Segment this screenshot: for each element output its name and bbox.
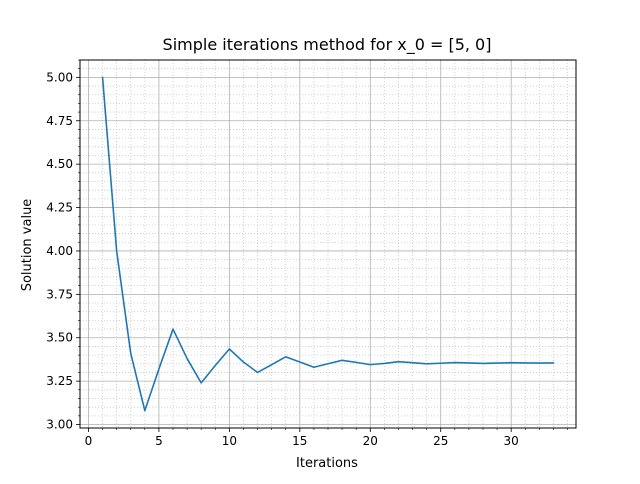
y-axis-label: Solution value [20,199,35,292]
x-tick-label: 25 [433,434,448,448]
x-tick-label: 0 [85,434,93,448]
y-tick-label: 3.75 [46,287,73,301]
series-line [101,76,555,412]
y-tick-label: 4.50 [46,157,73,171]
y-tick-label: 3.50 [46,331,73,345]
x-tick-label: 30 [504,434,519,448]
x-tick-label: 20 [363,434,378,448]
y-axis: 3.00 3.25 3.50 3.75 4.00 4.25 4.50 4.75 5.00 [46,59,80,432]
series-layer [101,76,555,412]
x-tick-label: 15 [292,434,307,448]
y-tick-label: 5.00 [46,70,73,84]
x-axis-label: Iterations [296,456,358,471]
x-axis: 0 5 10 15 20 25 30 [85,428,568,448]
x-tick-label: 5 [155,434,163,448]
chart-title: Simple iterations method for x_0 = [5, 0… [163,35,492,55]
y-tick-label: 4.25 [46,201,73,215]
major-grid [80,60,576,428]
y-tick-label: 4.75 [46,114,73,128]
y-tick-label: 3.00 [46,418,73,432]
y-tick-label: 4.00 [46,244,73,258]
x-tick-label: 10 [222,434,237,448]
y-tick-label: 3.25 [46,374,73,388]
